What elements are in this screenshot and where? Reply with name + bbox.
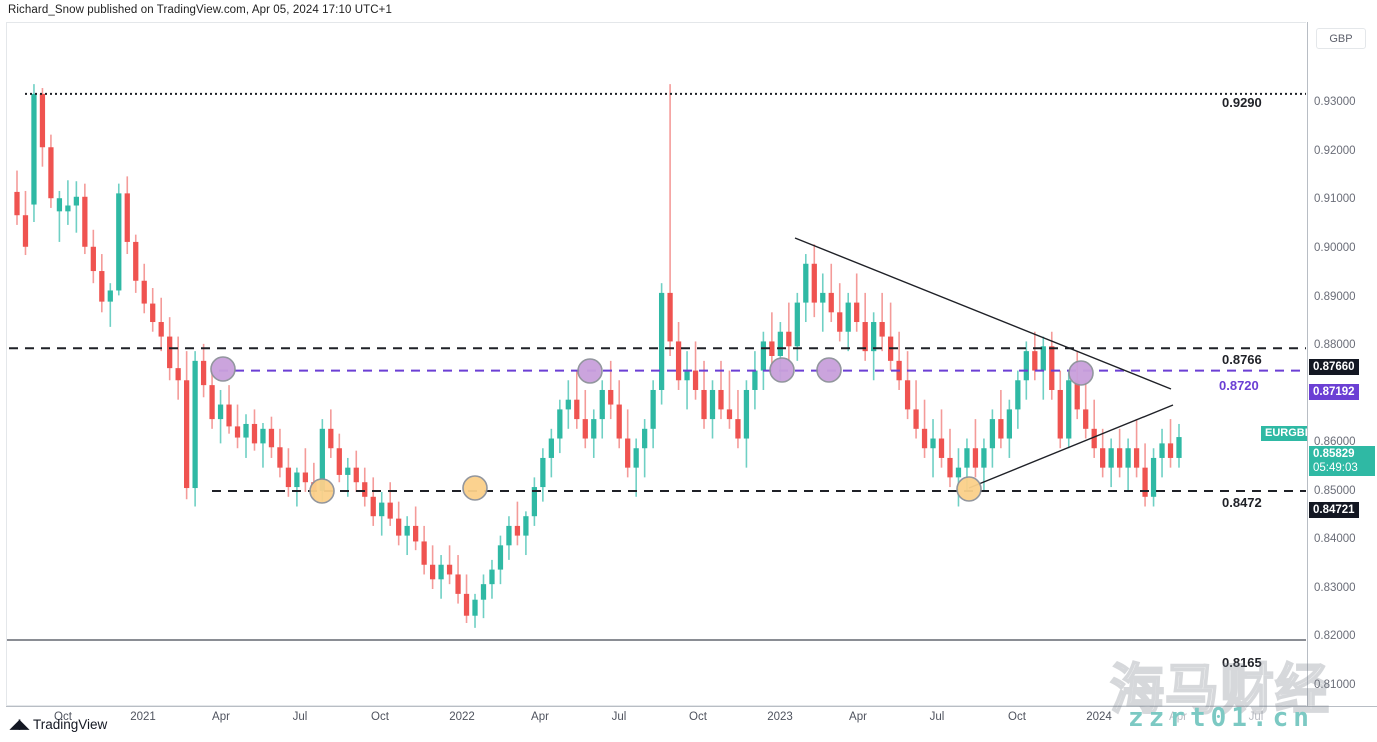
level-label-8766: 0.8766 <box>1222 352 1262 367</box>
chart-area[interactable]: 0.9290 0.8766 0.8720 0.8472 0.8165 <box>6 22 1306 706</box>
symbol-badge: EURGBP <box>1261 426 1317 441</box>
plot-svg <box>7 84 1306 641</box>
time-tick: Apr <box>212 711 230 723</box>
last-price-tag: 0.85829 05:49:03 <box>1309 446 1375 476</box>
price-tick: 0.91000 <box>1314 193 1356 205</box>
price-tick: 0.84000 <box>1314 533 1356 545</box>
price-tag-pivot: 0.87192 <box>1309 384 1359 400</box>
time-tick: Apr <box>849 711 867 723</box>
candlestick-plot[interactable] <box>7 23 1306 705</box>
tradingview-logo[interactable]: ◢◣ TradingView <box>10 716 107 732</box>
level-label-8720: 0.8720 <box>1219 378 1259 393</box>
currency-badge[interactable]: GBP <box>1316 28 1366 49</box>
price-tag-resistance: 0.87660 <box>1309 359 1359 375</box>
publisher-attribution: Richard_Snow published on TradingView.co… <box>8 4 392 16</box>
price-tick: 0.90000 <box>1314 242 1356 254</box>
price-tick: 0.88000 <box>1314 339 1356 351</box>
price-tick: 0.83000 <box>1314 582 1356 594</box>
price-tick: 0.93000 <box>1314 96 1356 108</box>
price-tag-support: 0.84721 <box>1309 502 1359 518</box>
level-label-8472: 0.8472 <box>1222 495 1262 510</box>
price-tick: 0.85000 <box>1314 485 1356 497</box>
time-tick: 2022 <box>449 711 475 723</box>
price-scale[interactable]: GBP 0.93000 0.92000 0.91000 0.90000 0.89000 0… <box>1307 22 1377 706</box>
price-tick: 0.86000 <box>1314 436 1356 448</box>
tradingview-wordmark: TradingView <box>33 716 108 732</box>
time-tick: Apr <box>531 711 549 723</box>
time-tick: Oct <box>1008 711 1026 723</box>
tradingview-mark-icon: ◢◣ <box>10 716 29 731</box>
time-scale[interactable]: Oct 2021 Apr Jul Oct 2022 Apr Jul Oct 2023 Apr Jul O… <box>6 706 1377 730</box>
time-tick: 2024 <box>1086 711 1112 723</box>
time-tick: Jul <box>292 711 308 723</box>
price-tick: 0.89000 <box>1314 291 1356 303</box>
level-label-8165: 0.8165 <box>1222 655 1262 670</box>
time-tick: 2023 <box>767 711 793 723</box>
time-tick: Oct <box>54 711 72 723</box>
price-tick: 0.81000 <box>1314 679 1356 691</box>
time-tick: Apr <box>1169 711 1187 723</box>
time-tick: 2021 <box>130 711 156 723</box>
time-tick: Oct <box>371 711 389 723</box>
price-tick: 0.82000 <box>1314 630 1356 642</box>
bar-countdown: 05:49:03 <box>1313 462 1358 474</box>
time-tick: Jul <box>929 711 945 723</box>
price-tick: 0.92000 <box>1314 145 1356 157</box>
last-price-value: 0.85829 <box>1313 448 1355 460</box>
time-tick: Oct <box>689 711 707 723</box>
level-label-9290: 0.9290 <box>1222 95 1262 110</box>
time-tick: Jul <box>611 711 627 723</box>
time-tick: Jul <box>1248 711 1264 723</box>
